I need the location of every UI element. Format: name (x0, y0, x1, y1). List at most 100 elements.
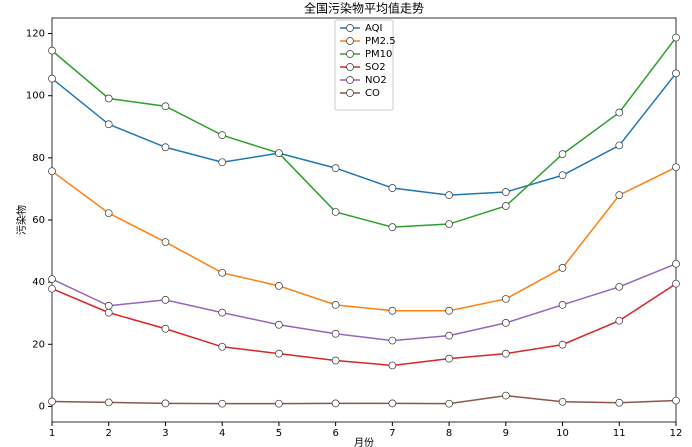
data-point (218, 131, 227, 140)
data-point (275, 149, 283, 158)
data-point (218, 308, 227, 317)
data-point (331, 300, 340, 309)
y-axis-label: 污染物 (15, 205, 28, 235)
data-point (48, 284, 56, 293)
data-point (48, 397, 56, 406)
y-tick-label: 120 (26, 29, 45, 40)
legend-marker (346, 63, 354, 71)
data-point (48, 46, 56, 55)
x-tick-label: 12 (670, 428, 683, 439)
data-point (48, 167, 56, 176)
data-point (672, 279, 680, 288)
data-point (388, 306, 397, 315)
data-point (388, 336, 397, 345)
data-point (218, 158, 227, 167)
data-point (615, 282, 624, 291)
x-tick-label: 5 (276, 428, 282, 439)
legend-label: SO2 (365, 62, 386, 73)
data-point (615, 108, 624, 117)
data-point (615, 191, 624, 199)
data-point (331, 399, 340, 408)
data-point (331, 164, 340, 172)
data-point (331, 356, 340, 365)
x-tick-label: 9 (503, 428, 509, 439)
y-tick-label: 40 (32, 277, 45, 288)
data-point (501, 188, 510, 196)
legend-marker (346, 89, 354, 97)
series-line (51, 72, 677, 196)
data-point (218, 268, 227, 277)
data-point (501, 319, 510, 327)
legend-marker (346, 76, 354, 84)
data-point (558, 340, 567, 349)
x-tick-label: 6 (332, 428, 338, 439)
x-tick-label: 2 (106, 428, 112, 439)
data-point (501, 349, 510, 358)
x-tick-label: 3 (162, 428, 168, 439)
legend-marker (346, 37, 354, 45)
x-tick-label: 10 (556, 428, 569, 439)
data-point (558, 397, 567, 406)
data-point (558, 264, 567, 272)
data-point (161, 296, 170, 304)
data-point (388, 223, 397, 231)
legend-marker (346, 24, 354, 32)
chart-title: 全国污染物平均值走势 (304, 1, 424, 16)
data-point (558, 150, 567, 158)
y-tick-label: 60 (32, 215, 45, 226)
x-tick-label: 7 (389, 428, 395, 439)
y-tick-label: 100 (26, 91, 45, 102)
series-line (51, 394, 677, 405)
data-point (161, 399, 170, 408)
data-point (672, 163, 680, 172)
data-point (218, 399, 227, 408)
legend-marker (346, 50, 354, 58)
data-point (672, 259, 680, 268)
legend-label: PM2.5 (365, 36, 396, 47)
data-point (161, 238, 170, 246)
series-line (51, 283, 677, 367)
data-point (558, 171, 567, 180)
data-point (445, 354, 453, 363)
x-axis-label: 月份 (354, 437, 374, 447)
legend-label: AQI (365, 23, 383, 34)
data-point (104, 209, 113, 218)
legend: AQI PM2.5 PM10 SO2 NO2 CO (334, 19, 396, 111)
data-point (615, 398, 624, 407)
data-point (218, 342, 227, 351)
y-tick-label: 80 (32, 153, 45, 164)
data-point (104, 308, 113, 317)
data-point (275, 399, 283, 408)
data-point (388, 361, 397, 370)
data-point (445, 220, 453, 228)
data-point (501, 295, 510, 303)
data-point (672, 69, 680, 78)
data-point (104, 120, 113, 129)
x-tick-label: 1 (49, 428, 55, 439)
x-tick-label: 11 (613, 428, 626, 439)
data-point (104, 301, 113, 310)
series-line (51, 166, 677, 312)
data-point (615, 141, 624, 150)
data-point (104, 398, 113, 407)
data-point (161, 102, 170, 111)
data-point (48, 74, 56, 83)
data-point (558, 300, 567, 309)
data-point (445, 399, 453, 408)
series-line (51, 263, 677, 342)
series-line (51, 37, 677, 228)
data-point (615, 316, 624, 325)
legend-label: CO (365, 88, 380, 99)
y-tick-label: 0 (39, 401, 45, 412)
y-tick-label: 20 (32, 339, 45, 350)
data-point (672, 33, 680, 42)
x-tick-label: 4 (219, 428, 225, 439)
data-point (501, 202, 510, 210)
data-point (445, 191, 453, 199)
data-point (275, 320, 283, 329)
data-point (161, 324, 170, 333)
data-point (388, 184, 397, 192)
data-point (445, 306, 453, 315)
data-point (672, 396, 680, 405)
